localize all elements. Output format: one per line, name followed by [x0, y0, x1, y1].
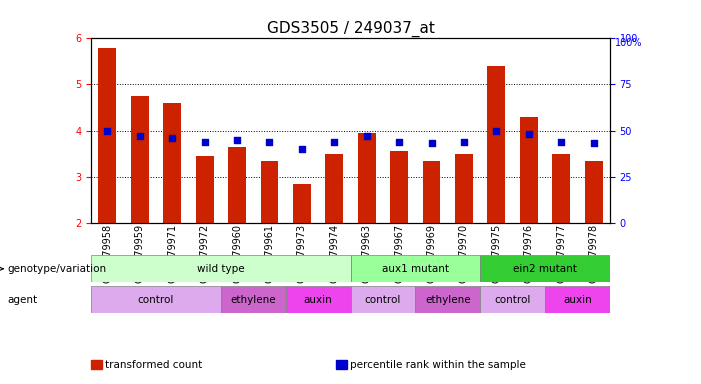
- Text: ethylene: ethylene: [425, 295, 470, 305]
- Bar: [390, 151, 408, 223]
- Bar: [163, 103, 181, 223]
- Point: [167, 135, 178, 141]
- Text: 100%: 100%: [615, 38, 643, 48]
- Point: [588, 141, 599, 147]
- Text: agent: agent: [7, 295, 37, 305]
- Bar: [325, 154, 343, 223]
- Bar: [196, 156, 214, 223]
- Text: transformed count: transformed count: [105, 360, 203, 370]
- Point: [199, 139, 210, 145]
- Bar: [455, 154, 473, 223]
- FancyBboxPatch shape: [221, 286, 286, 313]
- Point: [523, 131, 534, 137]
- Point: [393, 139, 404, 145]
- FancyBboxPatch shape: [480, 255, 610, 282]
- Text: control: control: [365, 295, 401, 305]
- Bar: [520, 117, 538, 223]
- Bar: [585, 161, 603, 223]
- Point: [297, 146, 308, 152]
- Title: GDS3505 / 249037_at: GDS3505 / 249037_at: [266, 21, 435, 37]
- Text: percentile rank within the sample: percentile rank within the sample: [350, 360, 526, 370]
- Bar: [423, 161, 440, 223]
- Bar: [131, 96, 149, 223]
- Bar: [358, 133, 376, 223]
- Text: ein2 mutant: ein2 mutant: [513, 264, 577, 274]
- Point: [491, 127, 502, 134]
- Text: auxin: auxin: [304, 295, 332, 305]
- FancyBboxPatch shape: [350, 286, 415, 313]
- Text: control: control: [494, 295, 531, 305]
- FancyBboxPatch shape: [545, 286, 610, 313]
- Text: control: control: [138, 295, 174, 305]
- FancyBboxPatch shape: [480, 286, 545, 313]
- Bar: [487, 66, 505, 223]
- Text: aux1 mutant: aux1 mutant: [382, 264, 449, 274]
- Bar: [552, 154, 570, 223]
- Point: [329, 139, 340, 145]
- Text: auxin: auxin: [563, 295, 592, 305]
- Text: genotype/variation: genotype/variation: [7, 264, 106, 274]
- Point: [134, 133, 145, 139]
- Point: [556, 139, 567, 145]
- Text: wild type: wild type: [197, 264, 245, 274]
- Bar: [293, 184, 311, 223]
- Point: [426, 141, 437, 147]
- Point: [231, 137, 243, 143]
- FancyBboxPatch shape: [91, 286, 221, 313]
- Bar: [228, 147, 246, 223]
- Point: [361, 133, 372, 139]
- Text: ethylene: ethylene: [231, 295, 276, 305]
- Point: [264, 139, 275, 145]
- FancyBboxPatch shape: [91, 255, 350, 282]
- FancyBboxPatch shape: [350, 255, 480, 282]
- Bar: [98, 48, 116, 223]
- FancyBboxPatch shape: [415, 286, 480, 313]
- Bar: [261, 161, 278, 223]
- Point: [458, 139, 470, 145]
- Point: [102, 127, 113, 134]
- FancyBboxPatch shape: [286, 286, 350, 313]
